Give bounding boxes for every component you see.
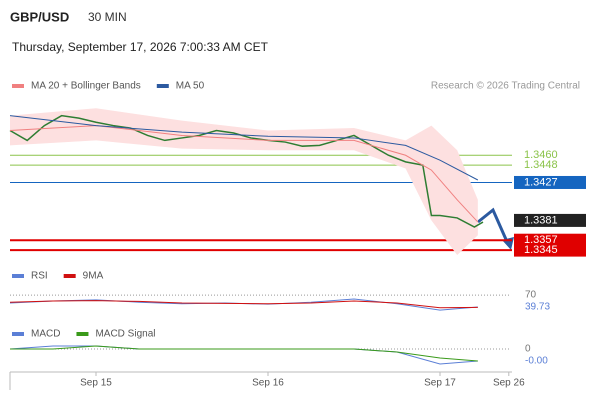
timeframe: 30 MIN	[88, 10, 127, 24]
x-tick-label: Sep 26	[493, 378, 525, 389]
legend-swatch	[12, 84, 24, 88]
series-line	[10, 345, 478, 362]
legend-swatch	[156, 84, 169, 88]
level-label: 1.3381	[524, 214, 558, 226]
level-box	[514, 213, 586, 227]
series-line	[9, 125, 479, 223]
level-box	[514, 175, 586, 189]
legend-label: MA 20 + Bollinger Bands	[31, 81, 141, 92]
series-line	[9, 115, 479, 181]
credit: Research © 2026 Trading Central	[431, 81, 580, 92]
legend-label: MA 50	[176, 81, 205, 92]
legend-swatch	[12, 332, 24, 336]
legend-swatch	[63, 274, 76, 278]
datetime: Thursday, September 17, 2026 7:00:33 AM …	[12, 40, 269, 54]
level-box	[514, 233, 586, 247]
level-label: 1.3427	[524, 176, 558, 188]
series-line	[9, 300, 478, 309]
level-box	[514, 243, 586, 257]
x-tick-label: Sep 15	[80, 378, 112, 389]
legend-swatch	[76, 332, 89, 336]
legend-label: MACD Signal	[95, 329, 155, 340]
legend-label: 9MA	[83, 271, 104, 282]
bollinger-band	[10, 108, 478, 256]
forecast-arrow	[477, 207, 510, 245]
level-label: 1.3345	[524, 244, 558, 256]
level-label: 1.3357	[524, 234, 558, 246]
y-tick-label: 70	[525, 290, 537, 301]
series-line	[9, 114, 484, 228]
forecast-arrowhead	[502, 237, 514, 250]
current-value: 39.73	[525, 302, 550, 313]
x-tick-label: Sep 17	[424, 378, 456, 389]
y-tick-label: 0	[525, 344, 531, 355]
x-tick-label: Sep 16	[252, 378, 284, 389]
legend-swatch	[12, 274, 24, 278]
symbol: GBP/USD	[10, 9, 69, 24]
level-label: 1.3460	[524, 149, 558, 161]
level-label: 1.3448	[524, 159, 558, 171]
current-value: -0.00	[525, 356, 548, 367]
legend-label: RSI	[31, 271, 48, 282]
legend-label: MACD	[31, 329, 60, 340]
